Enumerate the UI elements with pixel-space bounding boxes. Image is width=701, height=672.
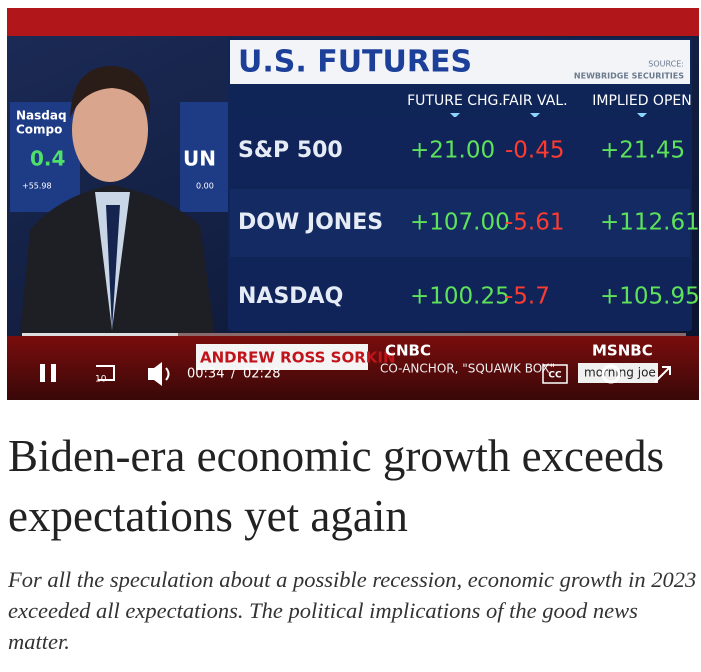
top-band [7, 8, 699, 36]
column-header: IMPLIED OPEN [592, 93, 691, 109]
row-band [230, 263, 690, 331]
ticker-side: UN [183, 147, 216, 171]
row-value: +100.25 [410, 284, 510, 310]
row-value: -5.61 [505, 210, 565, 236]
video-player[interactable]: Nasdaq Compo 0.4 +55.98 UN 0.00 U.S. FUT… [0, 0, 701, 402]
dek: For all the speculation about a possible… [8, 567, 697, 654]
panel-source: SOURCE: [648, 60, 684, 69]
progress-fill [22, 333, 178, 336]
row-value: +21.00 [410, 138, 495, 164]
row-value: +105.95 [600, 284, 700, 310]
row-value: -5.7 [505, 284, 550, 310]
panel-title: U.S. FUTURES [238, 45, 472, 80]
row-value: +112.61 [600, 210, 700, 236]
ticker-name: Nasdaq [16, 109, 67, 123]
panel-body: FUTURE CHG. FAIR VAL. IMPLIED OPEN S&P 500 +… [230, 93, 700, 331]
replay-button[interactable] [96, 365, 115, 381]
volume-button[interactable] [148, 362, 162, 386]
row-value: -0.45 [505, 138, 565, 164]
ticker-value: 0.4 [30, 147, 65, 171]
column-arrow [637, 113, 647, 118]
duration: 02:28 [243, 367, 280, 382]
current-time: 00:34 [187, 367, 224, 382]
row-band [230, 189, 690, 257]
panel-header [230, 40, 690, 84]
row-band [230, 117, 690, 185]
name-plate [196, 344, 368, 370]
network: CNBC [385, 342, 431, 360]
ticker-name: Compo [16, 123, 62, 137]
pause-button[interactable] [40, 364, 45, 382]
anchor-face [72, 78, 148, 182]
column-header: FUTURE CHG. [407, 93, 503, 109]
panel-source-name: NEWBRIDGE SECURITIES [574, 72, 684, 81]
anchor-name: ANDREW ROSS SORKIN [200, 349, 396, 367]
ticker-box [180, 102, 230, 212]
row-value: +21.45 [600, 138, 685, 164]
fullscreen-button[interactable] [654, 366, 671, 383]
anchor-hair [70, 66, 151, 118]
pause-button[interactable] [51, 364, 56, 382]
anchor-role: CO-ANCHOR, "SQUAWK BOX" [380, 362, 555, 376]
settings-button[interactable] [601, 364, 621, 384]
row-name: DOW JONES [238, 210, 383, 235]
row-value: +107.00 [410, 210, 510, 236]
volume-wave [165, 367, 170, 381]
row-name: NASDAQ [238, 284, 343, 309]
ticker-box [10, 102, 80, 212]
network2: MSNBC [592, 342, 653, 360]
column-arrow [450, 113, 460, 118]
time-separator: / [231, 367, 236, 382]
anchor-tie [106, 205, 120, 330]
row-name: S&P 500 [238, 138, 343, 163]
replay-seconds: 10 [95, 375, 107, 385]
progress-track[interactable] [22, 333, 686, 336]
captions-label: CC [548, 371, 562, 381]
column-header: FAIR VAL. [502, 93, 567, 109]
ticker-side-change: 0.00 [196, 182, 214, 191]
headline: Biden-era economic growth exceeds expect… [8, 431, 664, 541]
ticker-change: +55.98 [22, 182, 52, 191]
captions-button[interactable] [542, 364, 568, 384]
column-arrow [530, 113, 540, 118]
